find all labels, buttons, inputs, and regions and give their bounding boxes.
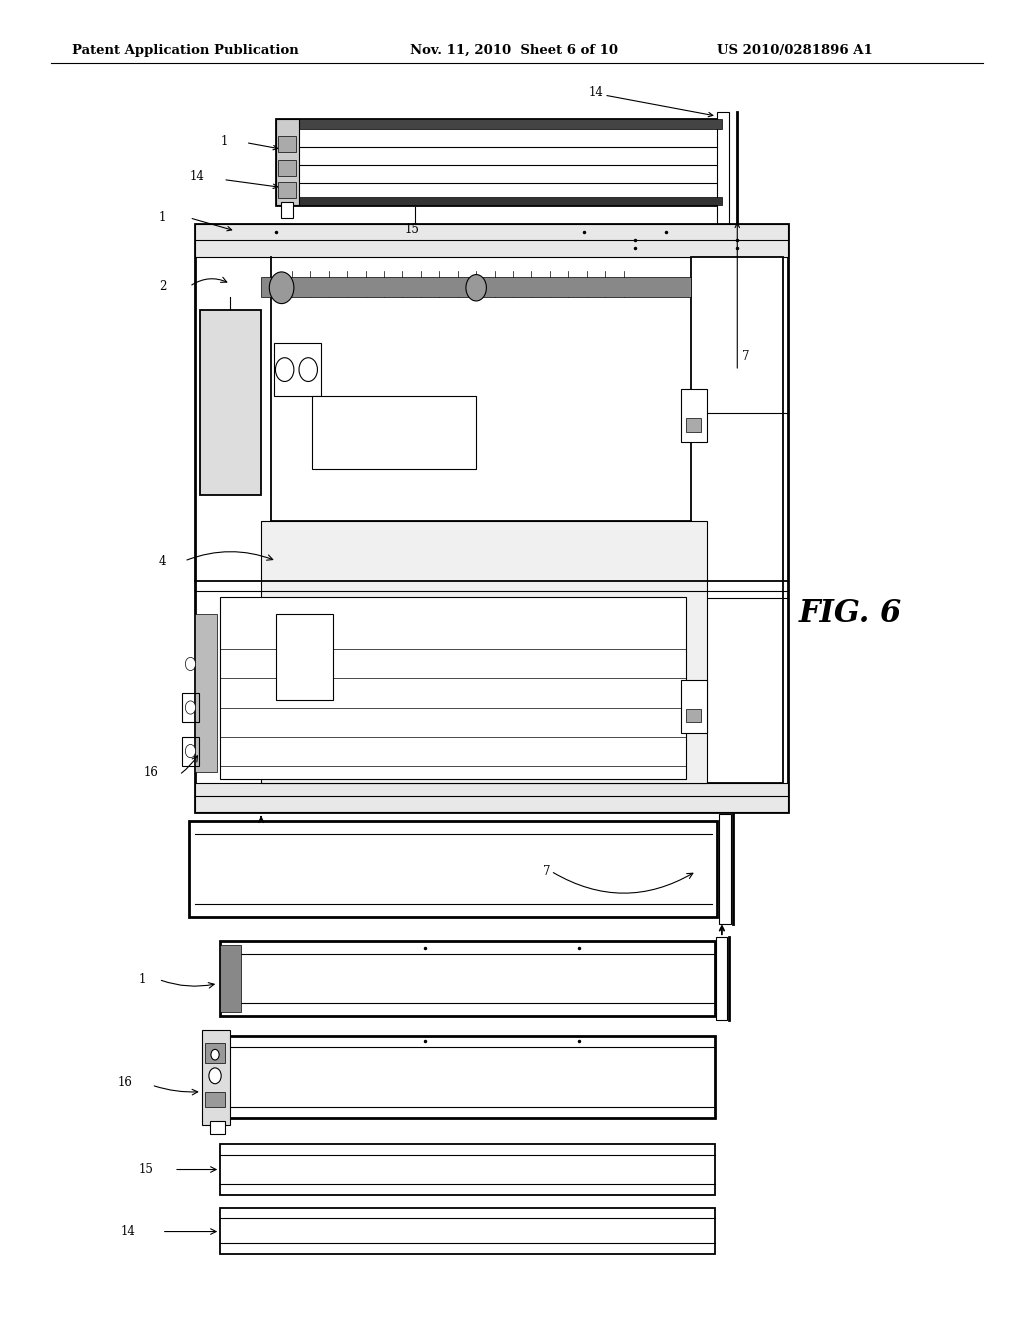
Bar bbox=[220, 1208, 715, 1254]
Bar bbox=[276, 197, 722, 205]
Circle shape bbox=[211, 1049, 219, 1060]
Bar bbox=[681, 389, 707, 442]
Bar bbox=[200, 310, 261, 495]
Text: 15: 15 bbox=[404, 223, 420, 236]
Circle shape bbox=[299, 358, 317, 381]
Bar bbox=[210, 1121, 225, 1134]
Bar bbox=[261, 277, 691, 297]
Circle shape bbox=[275, 358, 294, 381]
Text: 14: 14 bbox=[189, 170, 205, 183]
Bar bbox=[686, 418, 701, 432]
Text: 1: 1 bbox=[138, 973, 145, 986]
Text: 1: 1 bbox=[220, 135, 227, 148]
Bar bbox=[681, 680, 707, 733]
Bar bbox=[195, 783, 788, 812]
Text: 15: 15 bbox=[138, 1163, 154, 1176]
Bar bbox=[182, 737, 199, 766]
Bar bbox=[205, 1043, 225, 1063]
Text: 7: 7 bbox=[742, 350, 750, 363]
Text: 14: 14 bbox=[121, 1225, 136, 1238]
Text: 16: 16 bbox=[118, 1076, 133, 1089]
Bar bbox=[220, 1036, 715, 1118]
Circle shape bbox=[185, 701, 196, 714]
Bar bbox=[276, 119, 722, 129]
Bar bbox=[278, 160, 296, 176]
Circle shape bbox=[269, 272, 294, 304]
Bar bbox=[220, 1144, 715, 1195]
Bar bbox=[220, 945, 241, 1012]
Bar bbox=[220, 597, 686, 779]
Circle shape bbox=[209, 1068, 221, 1084]
Text: US 2010/0281896 A1: US 2010/0281896 A1 bbox=[717, 44, 872, 57]
Circle shape bbox=[185, 657, 196, 671]
Bar bbox=[716, 937, 727, 1020]
Bar bbox=[195, 614, 217, 772]
Bar bbox=[312, 396, 476, 469]
Circle shape bbox=[185, 744, 196, 758]
Bar bbox=[182, 693, 199, 722]
Circle shape bbox=[466, 275, 486, 301]
Text: Nov. 11, 2010  Sheet 6 of 10: Nov. 11, 2010 Sheet 6 of 10 bbox=[410, 44, 617, 57]
Text: Patent Application Publication: Patent Application Publication bbox=[72, 44, 298, 57]
Bar bbox=[281, 202, 293, 218]
Bar bbox=[189, 821, 717, 917]
Bar bbox=[274, 343, 321, 396]
Text: 4: 4 bbox=[159, 554, 166, 568]
Bar bbox=[276, 119, 722, 205]
Bar bbox=[719, 814, 731, 924]
Bar bbox=[278, 136, 296, 152]
Bar bbox=[276, 614, 333, 700]
Bar bbox=[278, 182, 296, 198]
Text: 1: 1 bbox=[159, 211, 166, 224]
Text: 7: 7 bbox=[543, 865, 550, 878]
Bar bbox=[205, 1092, 225, 1107]
Bar bbox=[717, 112, 729, 363]
Bar bbox=[195, 224, 788, 812]
Text: 14: 14 bbox=[589, 86, 604, 99]
Bar bbox=[195, 224, 788, 257]
Bar bbox=[276, 119, 299, 205]
Text: FIG. 6: FIG. 6 bbox=[799, 598, 902, 630]
Text: 16: 16 bbox=[143, 766, 159, 779]
Bar bbox=[261, 521, 707, 783]
Bar bbox=[686, 709, 701, 722]
Bar bbox=[220, 941, 715, 1016]
Bar bbox=[202, 1030, 230, 1125]
Text: 2: 2 bbox=[159, 280, 166, 293]
Bar bbox=[691, 257, 783, 783]
